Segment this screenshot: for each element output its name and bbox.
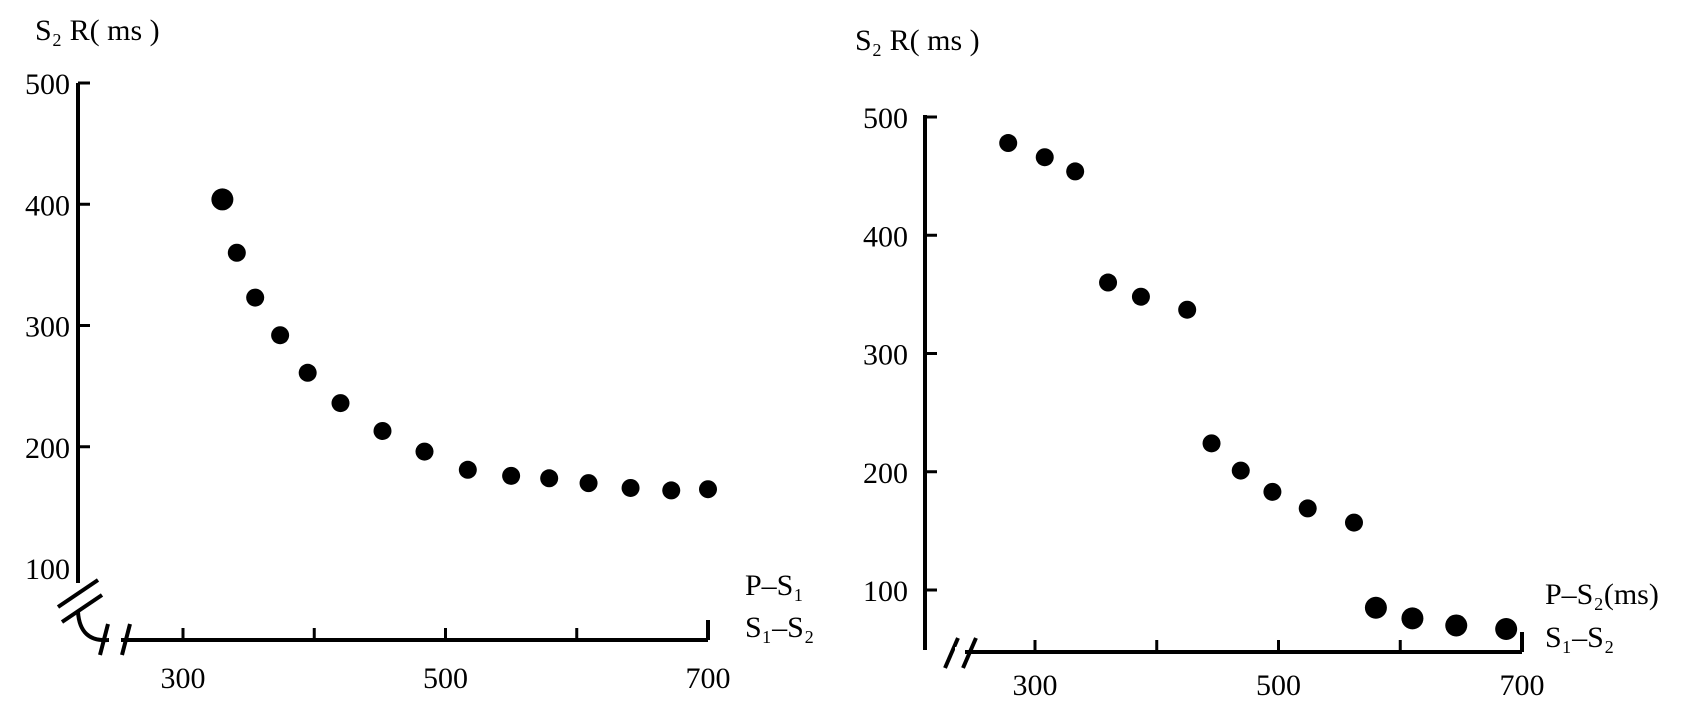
x-axis-gap	[955, 647, 965, 657]
x-axis-title-line1-left: P–S₁	[745, 569, 804, 602]
y-tick-label: 300	[863, 339, 908, 372]
x-axis-break-mark	[943, 637, 960, 669]
data-point	[579, 474, 598, 493]
chart-right: S₂ R( ms ) P–S₂(ms) S₁–S₂ 500 400 300 200 10…	[855, 24, 1659, 702]
x-axis-break-mark	[98, 623, 110, 656]
x-tick-label: 700	[1500, 669, 1545, 702]
y-tick-label: 200	[25, 432, 70, 465]
data-point	[1263, 482, 1282, 501]
y-tick-label: 100	[863, 575, 908, 608]
y-tick-label: 300	[25, 311, 70, 344]
y-axis-title-left: S₂ R( ms )	[35, 14, 160, 47]
data-point	[699, 480, 717, 499]
x-axis-title-line1-right: P–S₂(ms)	[1545, 578, 1659, 611]
y-tick-label: 500	[863, 102, 908, 135]
y-tick-label: 400	[25, 189, 70, 222]
x-tick-label: 500	[1256, 669, 1301, 702]
data-point	[1178, 300, 1197, 319]
x-axis-break-mark	[120, 623, 132, 656]
data-point	[1298, 499, 1317, 518]
data-point	[246, 288, 265, 307]
x-axis-title-line2-left: S₁–S₂	[745, 611, 814, 644]
chart-left: S₂ R( ms ) P–S₁ S₁–S₂ 500 400 300 200 100 300…	[25, 14, 814, 695]
data-point	[502, 466, 521, 485]
data-point	[415, 442, 434, 461]
data-point	[1035, 148, 1054, 167]
x-tick-label: 700	[686, 662, 731, 695]
data-point	[1445, 614, 1468, 637]
data-point	[1099, 273, 1118, 292]
data-point	[1231, 461, 1250, 480]
y-axis-break-mark	[60, 593, 104, 624]
data-point	[373, 421, 392, 440]
data-point	[271, 326, 290, 345]
data-point	[458, 460, 477, 479]
y-tick-label: 200	[863, 457, 908, 490]
data-point	[999, 134, 1018, 153]
data-point	[662, 481, 681, 500]
x-tick-label: 300	[161, 662, 206, 695]
data-point	[331, 394, 350, 413]
x-axis-gap	[109, 635, 121, 645]
data-point	[621, 478, 640, 497]
y-axis-title-right: S₂ R( ms )	[855, 24, 980, 57]
x-axis-break-mark	[961, 637, 978, 669]
y-tick-label: 100	[25, 553, 70, 586]
x-axis-title-line2-right: S₁–S₂	[1545, 621, 1614, 654]
data-point	[227, 243, 246, 262]
data-point	[211, 188, 234, 211]
data-point	[540, 469, 559, 488]
y-tick-label: 400	[863, 220, 908, 253]
data-point	[1364, 596, 1387, 619]
x-tick-label: 500	[423, 662, 468, 695]
data-point	[1202, 434, 1221, 453]
data-point	[1401, 607, 1424, 630]
data-point	[1066, 162, 1085, 181]
data-point	[1131, 287, 1150, 306]
data-point	[1344, 513, 1363, 532]
x-tick-label: 300	[1013, 669, 1058, 702]
data-point	[298, 363, 317, 382]
y-axis-break-mark	[56, 578, 100, 609]
data-point	[1495, 618, 1518, 641]
y-tick-label: 500	[25, 68, 70, 101]
